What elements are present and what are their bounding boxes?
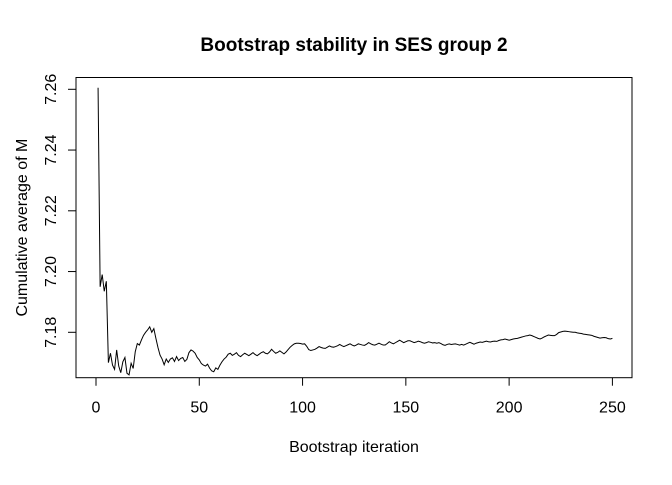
x-tick-label: 200 bbox=[496, 400, 523, 417]
series-line bbox=[97, 87, 613, 376]
y-tick-label: 7.20 bbox=[43, 256, 60, 287]
x-tick-label: 150 bbox=[392, 400, 419, 417]
x-tick-label: 50 bbox=[190, 400, 208, 417]
y-tick-label: 7.22 bbox=[43, 195, 60, 226]
y-axis: 7.18 7.20 7.22 7.24 7.26 bbox=[43, 74, 76, 348]
y-tick-label: 7.24 bbox=[43, 134, 60, 165]
chart-title: Bootstrap stability in SES group 2 bbox=[200, 35, 507, 56]
x-axis-label: Bootstrap iteration bbox=[289, 439, 419, 456]
y-tick-label: 7.18 bbox=[43, 317, 60, 348]
y-axis-label: Cumulative average of M bbox=[14, 139, 31, 317]
x-axis: 0 50 100 150 200 250 bbox=[92, 377, 626, 417]
y-tick-label: 7.26 bbox=[43, 74, 60, 105]
x-tick-label: 0 bbox=[92, 400, 101, 417]
x-tick-label: 100 bbox=[289, 400, 316, 417]
plot-box bbox=[75, 77, 633, 379]
x-tick-label: 250 bbox=[599, 400, 626, 417]
